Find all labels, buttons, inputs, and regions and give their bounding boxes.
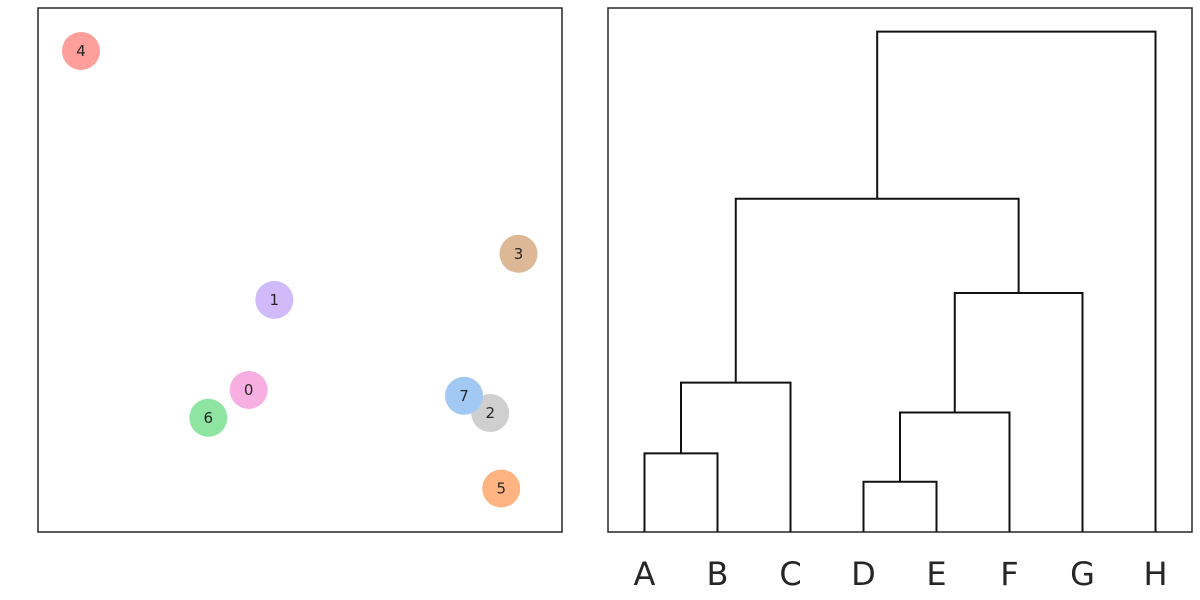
- scatter-panel: 0 1 2 3 4 5 6 7: [37, 7, 563, 533]
- dendrogram-leaf-A: A: [634, 555, 656, 593]
- scatter-point-marker: [189, 398, 228, 437]
- scatter-point-1: 1: [255, 280, 294, 319]
- dendrogram-panel: A B C D E F G H: [607, 7, 1193, 593]
- scatter-point-label: 7: [459, 387, 469, 405]
- scatter-point-marker: [445, 376, 484, 415]
- dendrogram-leaf-labels: A B C D E F G H: [634, 555, 1168, 593]
- dendrogram-link-m4: [680, 381, 792, 532]
- dendrogram-link-m1: [643, 452, 719, 532]
- scatter-points: 0 1 2 3 4 5 6 7: [61, 31, 538, 508]
- scatter-point-label: 4: [76, 42, 86, 60]
- scatter-point-6: 6: [189, 398, 228, 437]
- dendrogram-plot-frame: [607, 7, 1193, 533]
- dendrogram-leaf-B: B: [707, 555, 729, 593]
- scatter-point-3: 3: [499, 234, 538, 273]
- dendrogram-leaf-F: F: [1000, 555, 1018, 593]
- scatter-point-label: 6: [204, 409, 214, 427]
- scatter-point-4: 4: [61, 31, 100, 70]
- scatter-point-marker: [482, 469, 521, 508]
- scatter-plot-frame: [37, 7, 563, 533]
- scatter-point-label: 2: [485, 404, 495, 422]
- dendrogram-links: [643, 30, 1157, 532]
- scatter-point-7: 7: [445, 376, 484, 415]
- dendrogram-leaf-D: D: [851, 555, 876, 593]
- scatter-point-0: 0: [229, 370, 268, 409]
- dendrogram-link-m3: [899, 411, 1011, 532]
- scatter-point-marker: [229, 370, 268, 409]
- scatter-point-label: 0: [244, 381, 254, 399]
- scatter-point-5: 5: [482, 469, 521, 508]
- scatter-point-label: 5: [496, 480, 506, 498]
- dendrogram-leaf-C: C: [779, 555, 801, 593]
- scatter-point-label: 1: [270, 291, 280, 309]
- dendrogram-link-m6: [734, 197, 1020, 383]
- dendrogram-leaf-H: H: [1143, 555, 1167, 593]
- scatter-point-marker: [499, 234, 538, 273]
- scatter-point-marker: [255, 280, 294, 319]
- dendrogram-leaf-G: G: [1070, 555, 1095, 593]
- dendrogram-link-m2: [862, 480, 938, 532]
- scatter-point-label: 3: [514, 245, 524, 263]
- dendrogram-leaf-E: E: [926, 555, 946, 593]
- dendrogram-link-m7: [876, 30, 1157, 532]
- scatter-point-marker: [61, 31, 100, 70]
